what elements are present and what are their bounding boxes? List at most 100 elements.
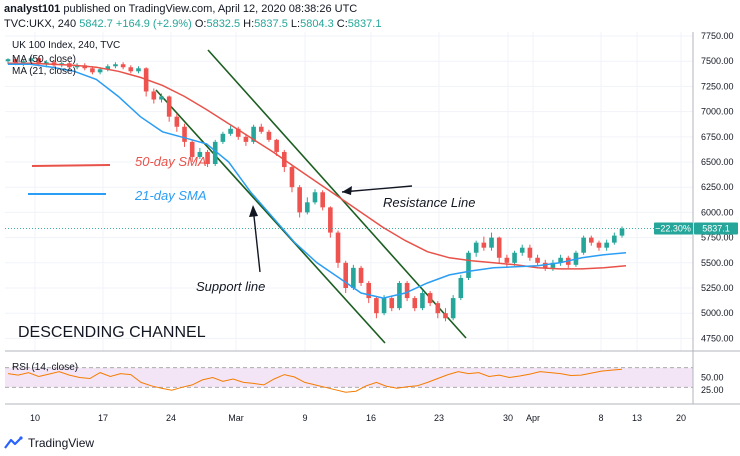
rsi-pane: RSI (14, close)	[5, 351, 693, 404]
candle-body	[36, 58, 42, 65]
percent-badge	[654, 222, 693, 235]
sma50-legend-swatch	[31, 164, 111, 167]
price-tick-label: 4750.00	[701, 333, 734, 343]
candle-body	[136, 68, 141, 72]
time-tick-label: 24	[166, 413, 176, 423]
rsi-tick-label: 25.00	[701, 385, 724, 395]
rsi-tick-label: 50.00	[701, 373, 724, 383]
ma21-series-line	[8, 63, 627, 299]
percent-badge-text: −22.30%	[655, 224, 691, 234]
price-tick-label: 6750.00	[701, 132, 734, 142]
candle-body	[466, 252, 471, 278]
candle-body	[174, 116, 180, 127]
author-name[interactable]: analyst101	[4, 3, 61, 15]
candle-body	[458, 277, 464, 299]
candle-body	[358, 267, 364, 283]
resistance-annotation: Resistance Line	[383, 195, 476, 210]
candle-body	[404, 282, 410, 299]
quote-line: TVC:UKX, 240 5842.7 +164.9 (+2.9%) O:583…	[4, 17, 734, 32]
candle-body	[389, 298, 395, 309]
tradingview-logo-icon[interactable]	[4, 436, 24, 450]
candle-body	[473, 242, 479, 253]
candle-body	[604, 242, 609, 248]
candle-body	[397, 282, 402, 309]
main-grid	[5, 32, 693, 404]
price-axis-ticks: 4750.00 5000.00 5250.00 5500.00 5750.00 6000.…	[701, 31, 734, 343]
candle-body	[512, 252, 517, 263]
legend-title: UK 100 Index, 240, TVC	[12, 40, 120, 51]
support-arrow-shaft	[252, 206, 261, 273]
footer: TradingView	[4, 433, 94, 453]
candle-body	[527, 247, 533, 258]
candle-body	[412, 298, 418, 309]
time-tick-label: 9	[302, 413, 307, 423]
channel-annotation: DESCENDING CHANNEL	[18, 324, 206, 341]
candle-body	[97, 69, 103, 73]
candle-body	[105, 66, 111, 70]
close-label: C:	[336, 18, 348, 30]
legend-ma21[interactable]: MA (21, close)	[12, 66, 76, 77]
candle-body	[450, 298, 456, 319]
candle-body	[44, 62, 49, 65]
price-tick-label: 7500.00	[701, 56, 734, 66]
open-value: 5832.5	[206, 18, 241, 30]
candle-body	[596, 242, 602, 248]
candle-body	[420, 293, 425, 309]
candle-body	[197, 151, 203, 157]
time-tick-label: Mar	[228, 413, 244, 423]
low-value: 5804.3	[300, 18, 334, 30]
chart-header: analyst101 published on TradingView.com,…	[4, 2, 734, 36]
time-tick-label: 30	[503, 413, 513, 423]
candle-body	[266, 131, 272, 140]
candle-body	[435, 303, 441, 314]
resistance-arrow-head	[342, 186, 352, 195]
tradingview-brand[interactable]: TradingView	[28, 436, 95, 450]
price-tick-label: 6250.00	[701, 182, 734, 192]
candle-body	[581, 237, 586, 253]
resistance-arrow-shaft	[341, 185, 413, 193]
candle-body	[558, 257, 563, 263]
candle-body	[212, 141, 218, 165]
candle-body	[550, 262, 556, 268]
candle-body	[374, 298, 379, 314]
candle-body	[128, 67, 134, 72]
candle-body	[535, 257, 540, 263]
candle-body	[320, 192, 325, 208]
candle-body	[297, 187, 302, 213]
candle-body	[305, 202, 310, 213]
publish-line: analyst101 published on TradingView.com,…	[4, 2, 734, 17]
price-tick-label: 7250.00	[701, 81, 734, 91]
candle-body	[366, 282, 372, 299]
rsi-band	[5, 367, 693, 388]
candle-body	[243, 136, 249, 142]
candle-body	[289, 167, 295, 188]
price-tick-label: 7000.00	[701, 107, 734, 117]
candle-body	[5, 59, 11, 62]
candle-body	[228, 128, 233, 134]
candle-body	[335, 232, 341, 263]
candle-body	[496, 237, 502, 258]
time-tick-label: Apr	[526, 413, 540, 423]
legend-block: UK 100 Index, 240, TVC MA (50, close) MA…	[12, 40, 120, 77]
price-tick-label: 5250.00	[701, 283, 734, 293]
price-change: +164.9 (+2.9%)	[115, 18, 192, 30]
candle-body	[343, 262, 349, 289]
last-price-badge	[694, 222, 738, 235]
candle-body	[182, 126, 187, 142]
candle-body	[166, 96, 172, 117]
resistance-channel-line	[207, 49, 467, 339]
descending-channel	[155, 49, 467, 344]
legend-ma50[interactable]: MA (50, close)	[12, 54, 76, 65]
support-annotation: Support line	[196, 279, 265, 294]
time-axis-ticks: 10 17 24 Mar 9 16 23 30 Apr 8 13 20	[30, 413, 686, 423]
time-tick-label: 8	[598, 413, 603, 423]
price-tick-label: 5750.00	[701, 233, 734, 243]
candle-body	[612, 235, 617, 243]
support-channel-line	[155, 89, 386, 344]
candle-body	[235, 128, 241, 137]
low-label: L:	[290, 18, 301, 30]
candle-body	[328, 207, 333, 233]
rsi-label[interactable]: RSI (14, close)	[12, 362, 78, 373]
candle-body	[113, 64, 118, 67]
